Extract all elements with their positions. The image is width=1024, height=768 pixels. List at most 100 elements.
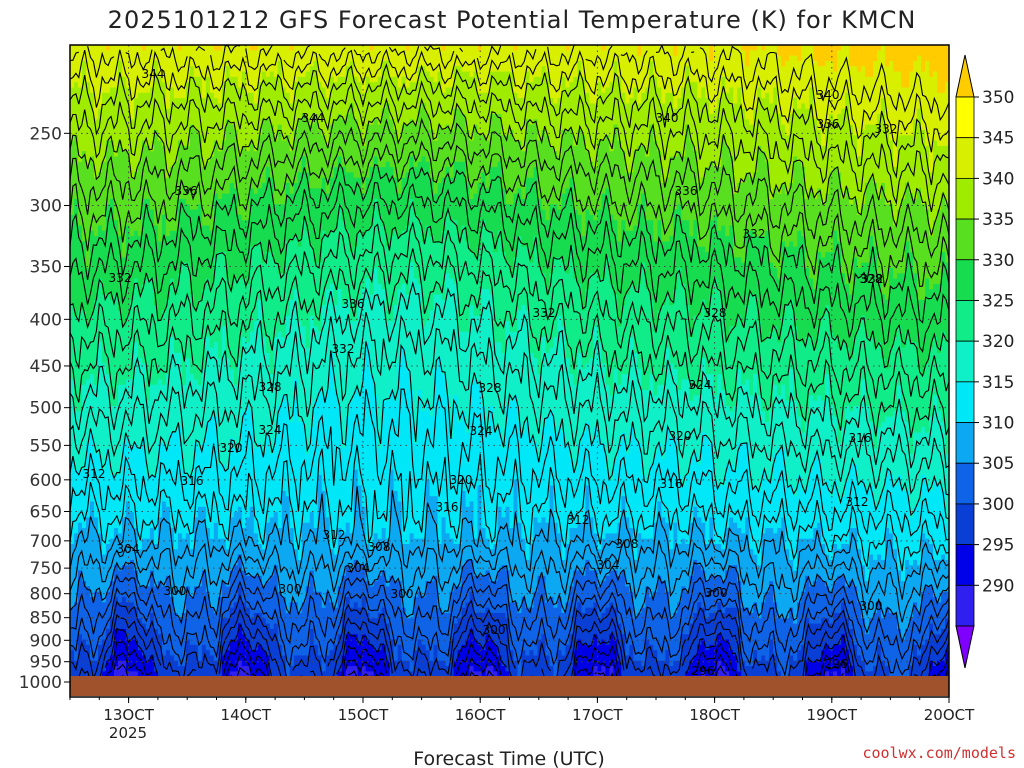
band-cell <box>113 220 119 296</box>
band-cell <box>117 628 123 662</box>
isentrope-line <box>70 486 949 600</box>
band-cell <box>649 597 654 646</box>
band-cell <box>533 358 539 444</box>
band-cell <box>537 522 543 577</box>
band-cell <box>461 411 467 492</box>
band-cell <box>561 45 567 78</box>
band-cell <box>809 586 814 625</box>
band-cell <box>549 485 555 598</box>
band-cell <box>325 145 331 195</box>
contour-label: 316 <box>660 477 683 491</box>
band-cell <box>409 262 415 391</box>
x-tick-label: 15OCT <box>338 706 389 724</box>
band-cell <box>325 193 331 237</box>
band-cell <box>553 204 559 258</box>
band-cell <box>469 384 475 503</box>
band-cell <box>369 374 375 550</box>
band-cell <box>205 336 211 423</box>
band-cell <box>657 501 662 577</box>
band-cell <box>737 45 742 89</box>
band-cell <box>825 618 830 646</box>
band-cell <box>681 538 686 588</box>
band-cell <box>857 326 862 407</box>
band-cell <box>937 92 942 147</box>
band-cell <box>565 273 571 359</box>
band-cell <box>309 124 315 189</box>
band-cell <box>601 278 606 365</box>
band-cell <box>933 666 938 683</box>
band-cell <box>625 517 630 588</box>
contour-label: 340 <box>656 111 679 125</box>
band-cell <box>185 145 191 205</box>
band-cell <box>473 71 479 126</box>
band-cell <box>685 591 690 635</box>
colorbar-swatch <box>955 96 975 139</box>
band-cell <box>201 570 207 646</box>
band-cell <box>413 443 419 540</box>
band-cell <box>605 384 610 471</box>
band-cell <box>333 607 339 646</box>
band-cell <box>245 607 251 641</box>
band-cell <box>753 374 758 487</box>
band-cell <box>305 522 311 588</box>
band-cell <box>225 193 231 280</box>
isentrope-line <box>70 140 949 288</box>
band-cell <box>849 66 854 126</box>
band-cell <box>217 198 223 253</box>
band-cell <box>277 591 283 646</box>
band-cell <box>285 45 291 94</box>
band-cell <box>345 172 351 232</box>
band-cell <box>257 543 263 577</box>
band-cell <box>257 241 263 301</box>
band-cell <box>653 76 658 142</box>
band-cell <box>173 660 179 683</box>
band-cell <box>269 71 275 126</box>
band-cell <box>809 188 814 280</box>
band-cell <box>585 363 591 423</box>
band-cell <box>837 50 842 115</box>
band-cell <box>293 129 299 184</box>
band-cell <box>425 225 431 322</box>
band-cell <box>789 183 794 243</box>
band-cell <box>325 591 331 657</box>
band-cell <box>217 45 223 51</box>
band-cell <box>941 660 946 683</box>
band-cell <box>549 45 555 99</box>
band-cell <box>149 655 155 683</box>
band-cell <box>709 294 714 375</box>
band-cell <box>397 140 403 195</box>
band-cell <box>297 45 303 78</box>
band-cell <box>157 634 163 678</box>
band-cell <box>601 45 606 51</box>
band-cell <box>717 634 722 662</box>
band-cell <box>405 87 411 126</box>
band-cell <box>117 474 123 534</box>
band-cell <box>625 453 630 519</box>
band-cell <box>673 612 678 662</box>
band-cell <box>153 474 159 545</box>
band-cell <box>305 119 311 173</box>
band-cell <box>77 411 83 471</box>
band-cell <box>621 432 626 497</box>
band-cell <box>229 639 235 672</box>
band-cell <box>437 183 443 243</box>
band-cell <box>377 575 383 614</box>
band-cell <box>597 644 602 672</box>
band-cell <box>317 655 323 683</box>
band-cell <box>401 660 407 683</box>
band-cell <box>837 443 842 503</box>
band-cell <box>481 92 487 136</box>
band-cell <box>629 283 634 338</box>
band-cell <box>337 405 343 529</box>
band-cell <box>881 294 886 359</box>
band-cell <box>209 45 215 94</box>
band-cell <box>657 384 662 444</box>
band-cell <box>465 71 471 131</box>
band-cell <box>913 198 918 274</box>
band-cell <box>581 135 587 237</box>
band-cell <box>201 644 207 683</box>
band-cell <box>117 384 123 476</box>
band-cell <box>709 161 714 221</box>
band-cell <box>233 639 239 672</box>
